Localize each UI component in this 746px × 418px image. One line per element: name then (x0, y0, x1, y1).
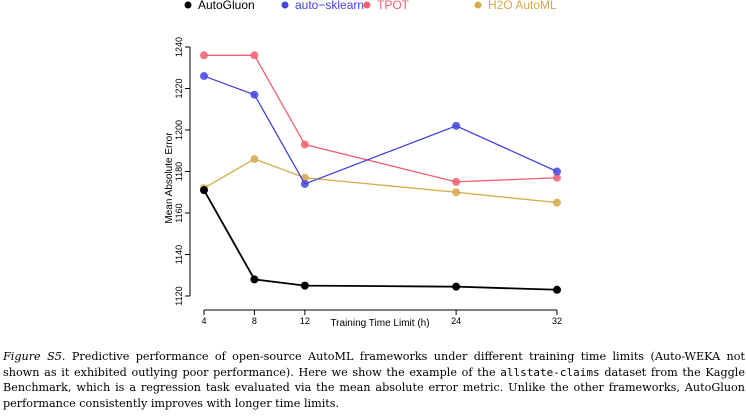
x-axis-ticks: 4 8 12 24 32 (201, 310, 562, 326)
data-point-tpot (553, 173, 561, 182)
x-tick-label: 8 (252, 316, 257, 326)
data-point-autogluon (200, 186, 208, 195)
data-point-auto-sklearn (452, 121, 461, 130)
data-point-autogluon (553, 285, 561, 294)
y-tick-label: 1120 (174, 286, 184, 305)
legend-marker (363, 1, 371, 9)
data-point-auto-sklearn (300, 179, 309, 188)
legend-item-auto-sklearn: auto−sklearn (281, 0, 364, 12)
x-tick-label: 32 (552, 316, 562, 326)
y-tick-label: 1160 (174, 203, 184, 222)
chart-axes: 1120 1140 1160 1180 1200 1220 1240 4 8 12 24 32 Me… (164, 37, 562, 329)
data-point-auto-sklearn (553, 167, 561, 176)
y-tick-label: 1200 (174, 120, 184, 140)
chart-legend: AutoGluon auto−sklearn TPOT H2O AutoML (184, 0, 557, 12)
legend-label: H2O AutoML (488, 0, 557, 12)
y-axis-label: Mean Absolute Error (164, 132, 175, 224)
series-line-tpot (204, 54, 558, 183)
y-tick-label: 1240 (174, 37, 184, 57)
data-point-autogluon (250, 275, 259, 284)
legend-marker (474, 1, 482, 9)
data-point-h2o-automl (250, 155, 259, 164)
legend-marker (184, 1, 192, 9)
figure-label: Figure S5 (3, 350, 62, 363)
series-line-autogluon (203, 189, 558, 291)
series-h2o-automl (200, 155, 561, 207)
legend-marker (281, 1, 289, 9)
data-point-tpot (300, 140, 309, 149)
plot-series (200, 51, 561, 294)
line-chart: AutoGluon auto−sklearn TPOT H2O AutoML 1120… (164, 0, 562, 329)
x-axis-label: Training Time Limit (h) (330, 318, 429, 329)
legend-item-tpot: TPOT (363, 0, 410, 12)
data-point-tpot (250, 51, 259, 60)
data-point-autogluon (300, 281, 309, 290)
y-tick-label: 1140 (174, 245, 184, 264)
caption-text-after-code: dataset from the Kaggle Benchmark, which… (3, 365, 745, 410)
series-autogluon (200, 186, 561, 294)
series-line-h2o-automl (203, 158, 558, 204)
series-auto-sklearn (200, 72, 561, 188)
dataset-name-code: allstate-claims (500, 365, 600, 379)
data-point-h2o-automl (452, 188, 461, 197)
series-tpot (200, 51, 561, 186)
data-point-tpot (452, 177, 461, 186)
x-tick-label: 12 (300, 316, 310, 326)
legend-item-h2o-automl: H2O AutoML (474, 0, 557, 12)
figure-caption: Figure S5. Predictive performance of ope… (3, 349, 745, 411)
data-point-auto-sklearn (200, 72, 208, 81)
legend-label: auto−sklearn (295, 0, 364, 12)
data-point-tpot (200, 51, 208, 60)
legend-label: AutoGluon (198, 0, 255, 12)
data-point-autogluon (452, 282, 461, 291)
data-point-auto-sklearn (250, 90, 259, 99)
legend-item-autogluon: AutoGluon (184, 0, 255, 12)
x-tick-label: 24 (451, 316, 461, 326)
y-axis-ticks: 1120 1140 1160 1180 1200 1220 1240 (174, 37, 190, 306)
data-point-h2o-automl (553, 198, 561, 207)
x-tick-label: 4 (201, 316, 206, 326)
legend-label: TPOT (377, 0, 410, 12)
y-tick-label: 1180 (174, 162, 184, 181)
y-tick-label: 1220 (174, 78, 184, 98)
caption-text-before-code: . Predictive performance of open-source … (3, 350, 745, 379)
